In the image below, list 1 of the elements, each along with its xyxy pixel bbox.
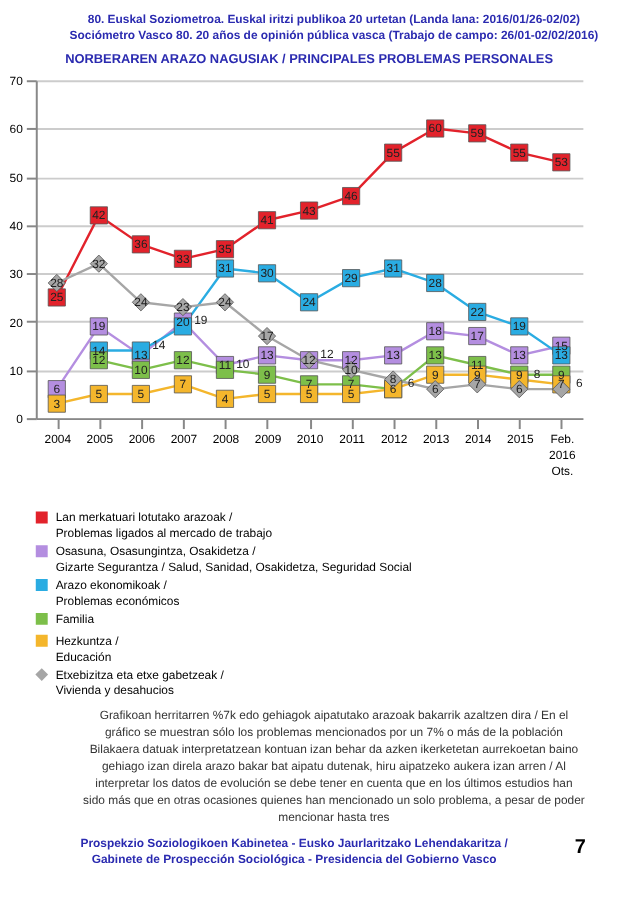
text: 7 <box>574 837 587 860</box>
